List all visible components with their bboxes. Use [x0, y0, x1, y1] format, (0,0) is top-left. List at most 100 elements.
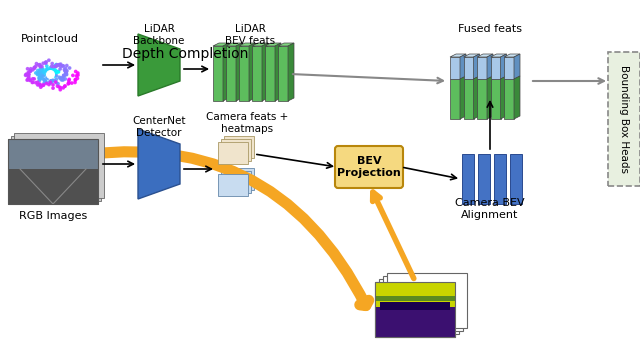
Point	[21, 72, 31, 78]
Point	[24, 72, 34, 78]
Point	[56, 77, 67, 83]
Point	[56, 75, 67, 81]
Point	[28, 67, 38, 73]
Point	[23, 74, 33, 80]
Point	[73, 70, 83, 76]
Point	[35, 82, 45, 88]
Point	[38, 60, 49, 66]
Point	[35, 62, 45, 67]
Point	[22, 66, 33, 72]
Point	[61, 68, 71, 74]
Polygon shape	[504, 54, 520, 57]
Point	[28, 76, 38, 81]
Point	[45, 67, 56, 73]
Point	[31, 80, 41, 86]
Point	[59, 73, 69, 78]
FancyBboxPatch shape	[8, 139, 98, 169]
FancyBboxPatch shape	[265, 46, 275, 101]
Point	[44, 57, 54, 63]
Point	[71, 73, 81, 79]
Point	[59, 73, 69, 79]
Point	[46, 78, 56, 83]
Point	[49, 78, 60, 83]
FancyArrowPatch shape	[61, 152, 369, 306]
Point	[56, 61, 66, 67]
FancyBboxPatch shape	[379, 279, 459, 334]
Point	[50, 63, 60, 69]
Point	[37, 69, 47, 75]
Point	[54, 62, 65, 67]
Point	[33, 82, 43, 88]
Point	[48, 85, 58, 91]
Polygon shape	[138, 34, 180, 96]
Point	[47, 77, 57, 83]
Point	[62, 68, 72, 74]
Point	[38, 69, 49, 74]
Point	[25, 69, 35, 74]
Point	[50, 73, 60, 79]
Point	[33, 71, 43, 76]
Point	[35, 67, 45, 73]
Point	[60, 76, 70, 82]
Point	[35, 67, 45, 73]
Polygon shape	[223, 43, 229, 101]
Point	[31, 61, 42, 66]
FancyBboxPatch shape	[504, 57, 514, 79]
Point	[72, 75, 83, 81]
Point	[55, 76, 65, 81]
Point	[65, 65, 75, 71]
Point	[34, 82, 44, 88]
Polygon shape	[249, 43, 255, 101]
Point	[45, 69, 55, 75]
Point	[45, 65, 55, 71]
Point	[40, 60, 51, 66]
Point	[47, 78, 57, 84]
Point	[29, 76, 39, 82]
Point	[60, 83, 70, 89]
FancyBboxPatch shape	[218, 142, 248, 164]
Point	[33, 70, 44, 75]
Point	[38, 82, 49, 88]
Point	[41, 59, 51, 65]
Text: CenterNet
Detector: CenterNet Detector	[132, 116, 186, 137]
FancyBboxPatch shape	[463, 57, 474, 79]
Point	[61, 71, 72, 77]
Point	[61, 69, 71, 75]
FancyBboxPatch shape	[239, 46, 249, 101]
Point	[50, 70, 60, 76]
Polygon shape	[460, 54, 466, 79]
Point	[70, 77, 81, 83]
Point	[40, 72, 50, 78]
Point	[56, 85, 66, 90]
Point	[50, 67, 60, 73]
Point	[22, 76, 33, 82]
Point	[41, 67, 51, 73]
Point	[26, 77, 36, 83]
Point	[61, 63, 72, 69]
Point	[29, 65, 40, 70]
Point	[51, 64, 61, 69]
Point	[45, 69, 56, 75]
Point	[51, 70, 61, 76]
Polygon shape	[226, 43, 242, 46]
FancyBboxPatch shape	[226, 46, 236, 101]
Point	[36, 83, 47, 89]
Polygon shape	[213, 43, 229, 46]
Text: Pointcloud: Pointcloud	[21, 34, 79, 44]
Point	[70, 69, 81, 74]
Polygon shape	[265, 43, 281, 46]
Polygon shape	[288, 43, 294, 101]
Point	[21, 71, 31, 77]
Point	[33, 67, 43, 73]
Polygon shape	[252, 43, 268, 46]
Point	[33, 79, 43, 85]
Point	[42, 67, 52, 73]
Point	[24, 75, 34, 80]
Point	[44, 68, 54, 74]
Text: LiDAR
Backbone: LiDAR Backbone	[133, 24, 185, 46]
Polygon shape	[262, 43, 268, 101]
Point	[49, 69, 60, 74]
Point	[35, 73, 45, 79]
FancyBboxPatch shape	[490, 57, 500, 79]
Point	[48, 67, 58, 73]
